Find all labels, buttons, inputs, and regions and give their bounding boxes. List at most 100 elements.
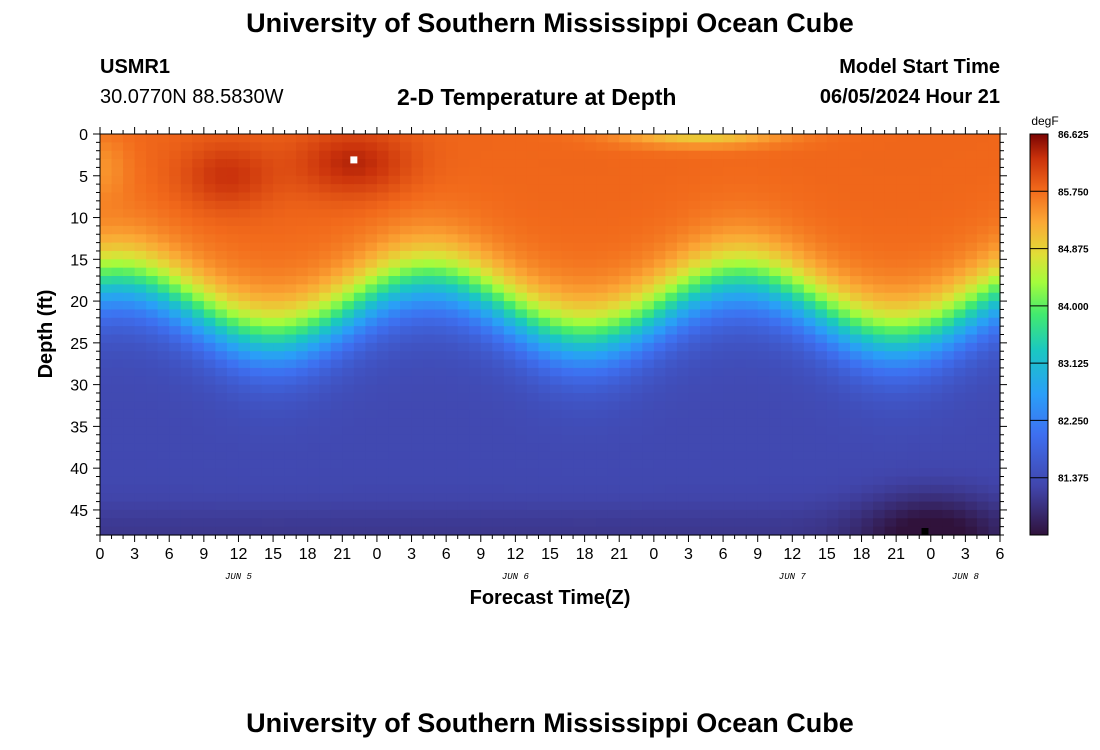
heatmap-cell (169, 434, 182, 444)
heatmap-cell (342, 317, 355, 327)
heatmap-cell (896, 526, 909, 536)
heatmap-cell (134, 418, 147, 427)
heatmap-cell (838, 334, 851, 344)
heatmap-cell (261, 518, 274, 528)
heatmap-cell (700, 367, 713, 377)
heatmap-cell (942, 267, 955, 277)
heatmap-cell (400, 276, 413, 285)
heatmap-cell (457, 192, 470, 202)
heatmap-cell (515, 150, 528, 160)
heatmap-cell (676, 192, 690, 202)
heatmap-cell (330, 276, 343, 285)
heatmap-cell (930, 259, 943, 269)
heatmap-cell (296, 284, 309, 294)
heatmap-cell (446, 434, 459, 444)
heatmap-cell (157, 334, 170, 344)
heatmap-cell (965, 443, 978, 453)
heatmap-cell (988, 225, 1001, 235)
heatmap-cell (653, 409, 666, 419)
heatmap-cell (723, 468, 736, 478)
heatmap-cell (365, 150, 378, 160)
x-tick-label: 6 (165, 546, 174, 563)
heatmap-cell (826, 234, 840, 244)
heatmap-cell (123, 326, 136, 336)
heatmap-cell (792, 401, 805, 411)
heatmap-cell (884, 426, 897, 436)
heatmap-cell (134, 234, 147, 244)
heatmap-cell (630, 493, 643, 503)
x-tick-label: 3 (684, 546, 693, 563)
heatmap-cell (584, 326, 597, 336)
heatmap-cell (423, 509, 436, 519)
heatmap-cell (296, 167, 309, 177)
heatmap-cell (100, 309, 113, 319)
heatmap-cell (988, 384, 1001, 394)
heatmap-cell (503, 175, 516, 185)
heatmap-cell (676, 334, 690, 344)
heatmap-cell (642, 267, 655, 277)
heatmap-cell (100, 459, 113, 469)
heatmap-cell (480, 476, 493, 486)
heatmap-cell (861, 250, 874, 260)
heatmap-cell (319, 242, 332, 252)
heatmap-cell (515, 401, 528, 411)
heatmap-cell (273, 376, 286, 386)
heatmap-cell (123, 175, 136, 185)
heatmap-cell (642, 184, 655, 194)
heatmap-cell (815, 451, 828, 461)
heatmap-cell (619, 351, 632, 361)
heatmap-cell (884, 276, 897, 285)
heatmap-cell (550, 317, 563, 327)
heatmap-cell (734, 159, 747, 169)
heatmap-cell (226, 276, 240, 285)
heatmap-cell (838, 409, 851, 419)
heatmap-cell (734, 276, 747, 285)
heatmap-cell (746, 192, 759, 202)
heatmap-cell (169, 150, 182, 160)
heatmap-cell (434, 317, 447, 327)
heatmap-cell (307, 242, 320, 252)
heatmap-cell (861, 175, 874, 185)
heatmap-cell (573, 409, 586, 419)
heatmap-cell (676, 451, 690, 461)
heatmap-cell (388, 434, 401, 444)
heatmap-cell (215, 142, 228, 152)
heatmap-cell (215, 359, 228, 369)
heatmap-cell (630, 276, 643, 285)
heatmap-cell (942, 292, 955, 302)
heatmap-cell (215, 225, 228, 235)
heatmap-cell (907, 418, 920, 427)
heatmap-cell (688, 200, 701, 210)
heatmap-cell (584, 376, 597, 386)
heatmap-cell (296, 376, 309, 386)
heatmap-cell (492, 217, 505, 227)
heatmap-cell (342, 518, 355, 528)
heatmap-cell (365, 192, 378, 202)
heatmap-cell (561, 384, 574, 394)
heatmap-cell (226, 367, 240, 377)
heatmap-cell (157, 209, 170, 219)
heatmap-cell (561, 167, 574, 177)
heatmap-cell (826, 367, 840, 377)
heatmap-cell (400, 167, 413, 177)
heatmap-cell (711, 225, 724, 235)
heatmap-cell (203, 484, 216, 494)
heatmap-cell (446, 317, 459, 327)
heatmap-cell (111, 459, 124, 469)
heatmap-cell (134, 167, 147, 177)
heatmap-cell (826, 376, 840, 386)
heatmap-cell (100, 418, 113, 427)
heatmap-cell (896, 192, 909, 202)
heatmap-cell (919, 276, 932, 285)
heatmap-cell (123, 409, 136, 419)
heatmap-cell (296, 351, 309, 361)
heatmap-cell (584, 200, 597, 210)
heatmap-cell (642, 451, 655, 461)
heatmap-cell (180, 192, 193, 202)
heatmap-cell (988, 159, 1001, 169)
heatmap-cell (446, 476, 459, 486)
heatmap-cell (400, 434, 413, 444)
heatmap-cell (123, 484, 136, 494)
heatmap-cell (550, 184, 563, 194)
heatmap-cell (434, 526, 447, 536)
